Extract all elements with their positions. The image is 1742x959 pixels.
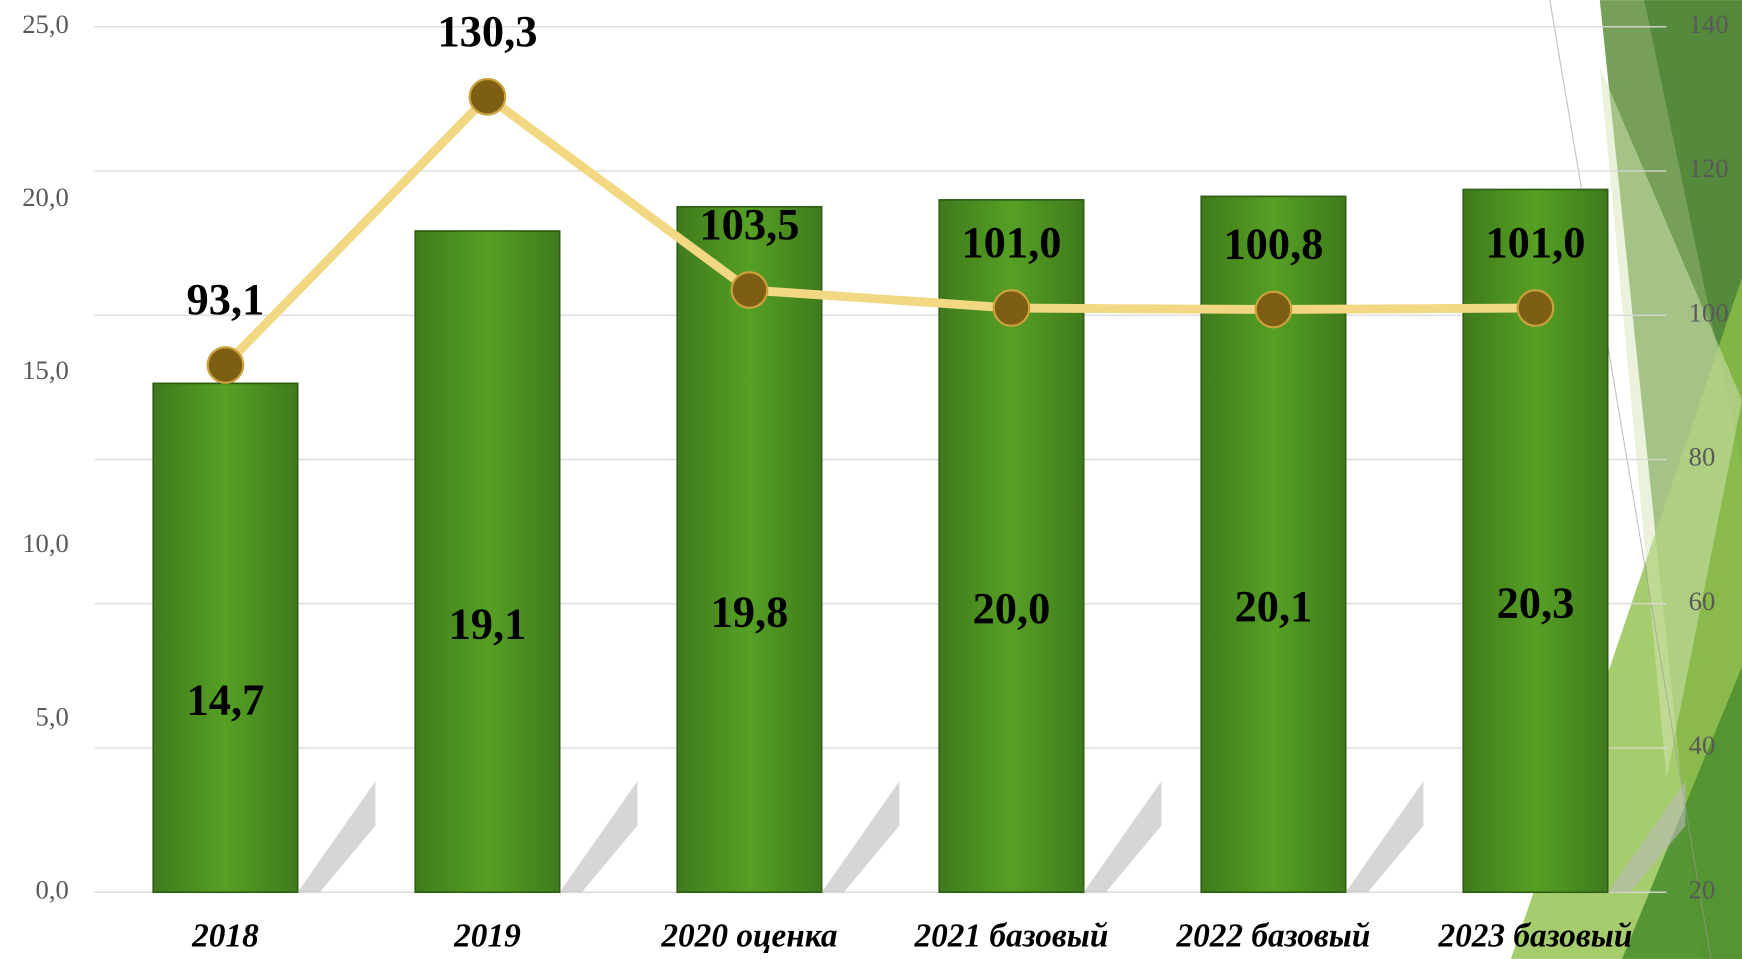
bar-shadow (559, 781, 638, 893)
x-tick-label: 2023 базовый (1437, 918, 1632, 955)
line-value-label: 100,8 (1223, 219, 1323, 269)
x-tick-label: 2019 (453, 918, 521, 955)
y-tick-label: 15,0 (22, 355, 69, 385)
line-marker (992, 289, 1031, 327)
line-marker (1254, 290, 1293, 329)
grid (94, 26, 1667, 893)
y-tick-label: 25,0 (22, 9, 69, 39)
y2-tick-label: 40 (1689, 730, 1716, 760)
y-tick-label: 10,0 (22, 528, 69, 558)
bars (152, 188, 1686, 894)
y2-tick-label: 140 (1689, 9, 1729, 39)
x-tick-label: 2021 базовый (913, 918, 1108, 955)
x-tick-label: 2018 (191, 918, 259, 955)
line-value-label: 101,0 (1485, 217, 1585, 267)
line-value-label: 101,0 (961, 217, 1061, 267)
bar-shadow (1345, 781, 1424, 893)
bar-shadow (821, 781, 900, 893)
bar-value-label: 20,0 (973, 583, 1051, 633)
bar (414, 230, 561, 894)
bar-shadow (297, 781, 376, 893)
bar-value-label: 19,8 (711, 586, 789, 636)
bar-shadow (1083, 781, 1162, 893)
bar-value-label: 19,1 (449, 598, 527, 648)
line-marker (730, 271, 769, 309)
line-value-label: 103,5 (699, 199, 799, 249)
bar-shadow (1607, 781, 1686, 893)
y2-tick-label: 120 (1689, 153, 1729, 183)
line-marker (468, 77, 507, 116)
y-tick-label: 20,0 (22, 182, 69, 212)
line-value-label: 93,1 (187, 274, 265, 324)
bar (152, 382, 299, 894)
bar (676, 205, 823, 894)
line-marker (206, 346, 245, 384)
labels: 0,0 5,0 10,0 15,0 20,0 25,0 20 40 60 80 100 120 140 2… (22, 6, 1728, 955)
y-tick-label: 0,0 (36, 874, 69, 904)
bar-value-label: 20,1 (1235, 581, 1313, 631)
line-marker (1516, 289, 1555, 327)
bar-value-label: 20,3 (1497, 578, 1575, 628)
lines (206, 77, 1555, 384)
y2-tick-label: 20 (1689, 874, 1716, 904)
line (222, 92, 1536, 369)
line-value-label: 130,3 (437, 6, 537, 56)
x-tick-label: 2020 оценка (660, 918, 837, 955)
y2-tick-label: 80 (1689, 442, 1716, 472)
bar-value-label: 14,7 (187, 675, 265, 725)
y-tick-label: 5,0 (36, 701, 69, 731)
x-tick-label: 2022 базовый (1175, 918, 1370, 955)
y2-tick-label: 100 (1689, 297, 1729, 327)
y2-tick-label: 60 (1689, 586, 1716, 616)
